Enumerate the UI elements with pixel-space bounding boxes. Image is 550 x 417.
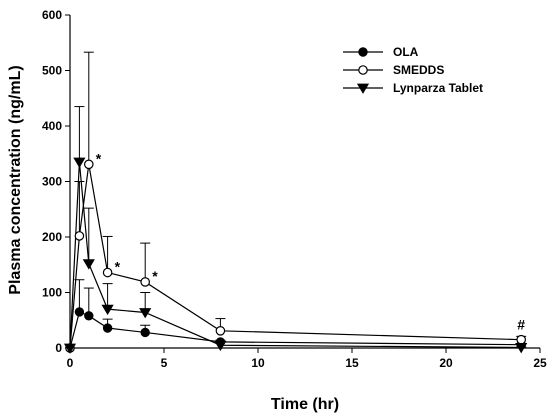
- axes: [69, 15, 540, 349]
- legend-marker-ola: [358, 47, 368, 57]
- smedds-point: [215, 325, 226, 336]
- lynparza-tablet-point: [63, 343, 77, 354]
- ola-point: [140, 327, 150, 338]
- legend-marker-lynparza-tablet: [356, 83, 370, 94]
- x-tick-label: 0: [67, 356, 74, 370]
- significance-annotation: *: [96, 150, 102, 166]
- lynparza-tablet-line: [69, 162, 522, 349]
- annotations: * * * #: [96, 150, 526, 332]
- significance-annotation: *: [152, 268, 158, 284]
- smedds-point: [140, 277, 150, 287]
- ola-point: [84, 311, 94, 321]
- legend-label-lynparza-tablet: Lynparza Tablet: [393, 81, 483, 95]
- x-tick-label: 5: [161, 356, 168, 370]
- smedds-point: [102, 267, 113, 278]
- y-tick-label: 200: [42, 230, 62, 244]
- lynparza-tablet-point: [515, 343, 528, 354]
- smedds-point: [516, 334, 526, 345]
- error-bars: [74, 51, 527, 348]
- ola-point: [74, 307, 85, 317]
- x-tick-label: 25: [533, 356, 547, 370]
- smedds-point: [74, 231, 85, 241]
- x-tick-label: 10: [251, 356, 265, 370]
- significance-annotation: #: [517, 317, 525, 333]
- y-tick-label: 400: [42, 119, 62, 133]
- ola-line: [69, 311, 522, 349]
- series-markers: [63, 157, 528, 354]
- y-tick-label: 300: [42, 175, 62, 189]
- x-tick-label: 15: [345, 356, 359, 370]
- lynparza-tablet-point: [82, 259, 95, 270]
- significance-annotation: *: [115, 259, 121, 275]
- smedds-line: [69, 164, 522, 349]
- y-tick-label: 100: [42, 286, 62, 300]
- lynparza-tablet-point: [73, 157, 86, 169]
- legend-label-ola: OLA: [393, 45, 419, 59]
- y-tick-label: 0: [55, 341, 62, 355]
- ola-point: [102, 323, 113, 333]
- lynparza-tablet-point: [139, 308, 152, 319]
- lynparza-tablet-point: [101, 304, 114, 316]
- lynparza-tablet-point: [214, 340, 227, 352]
- legend-marker-smedds: [358, 65, 368, 75]
- legend-label-smedds: SMEDDS: [393, 63, 444, 77]
- series-lines: [69, 162, 522, 349]
- x-axis-title: Time (hr): [271, 396, 339, 413]
- x-tick-label: 20: [439, 356, 453, 370]
- ticks: 0 100 200 300 400 500 600 0 5 10 15 20 25: [42, 8, 547, 370]
- smedds-point: [84, 159, 94, 170]
- y-tick-label: 500: [42, 64, 62, 78]
- y-tick-label: 600: [42, 8, 62, 22]
- y-axis-title: Plasma concentration (ng/mL): [7, 65, 24, 294]
- legend: OLA SMEDDS Lynparza Tablet: [343, 45, 483, 95]
